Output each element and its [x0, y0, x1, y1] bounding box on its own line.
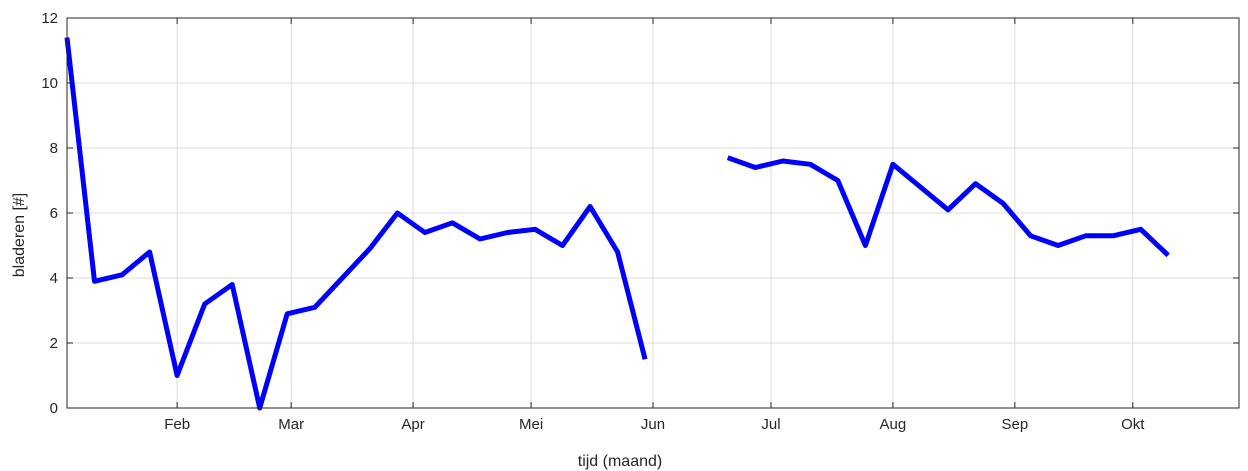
y-tick-label: 0: [50, 400, 58, 417]
x-tick-label: Mar: [278, 416, 304, 433]
series-line-segment: [64, 37, 648, 411]
x-tick-label: Jun: [641, 416, 665, 433]
x-tick-label: Apr: [401, 416, 424, 433]
x-tick-label: Okt: [1121, 416, 1145, 433]
series-line-segment: [726, 155, 1170, 258]
y-tick-label: 4: [50, 270, 58, 287]
y-tick-label: 2: [50, 335, 58, 352]
x-tick-label: Jul: [761, 416, 780, 433]
x-axis-label: tijd (maand): [578, 453, 662, 470]
y-tick-label: 6: [50, 205, 58, 222]
y-axis-label: bladeren [#]: [11, 193, 28, 278]
x-tick-label: Feb: [164, 416, 190, 433]
axis-ticks: 0 2 4 6 8 10 12 Feb Mar Apr Mei Jun Jul Aug Sep Okt: [41, 10, 1239, 433]
x-tick-label: Mei: [519, 416, 543, 433]
y-tick-label: 10: [41, 75, 58, 92]
series-lines: [64, 37, 1170, 411]
y-tick-label: 8: [50, 140, 58, 157]
x-tick-label: Aug: [880, 416, 907, 433]
x-tick-label: Sep: [1001, 416, 1028, 433]
y-tick-label: 12: [41, 10, 58, 27]
grid-lines: [67, 17, 1239, 409]
